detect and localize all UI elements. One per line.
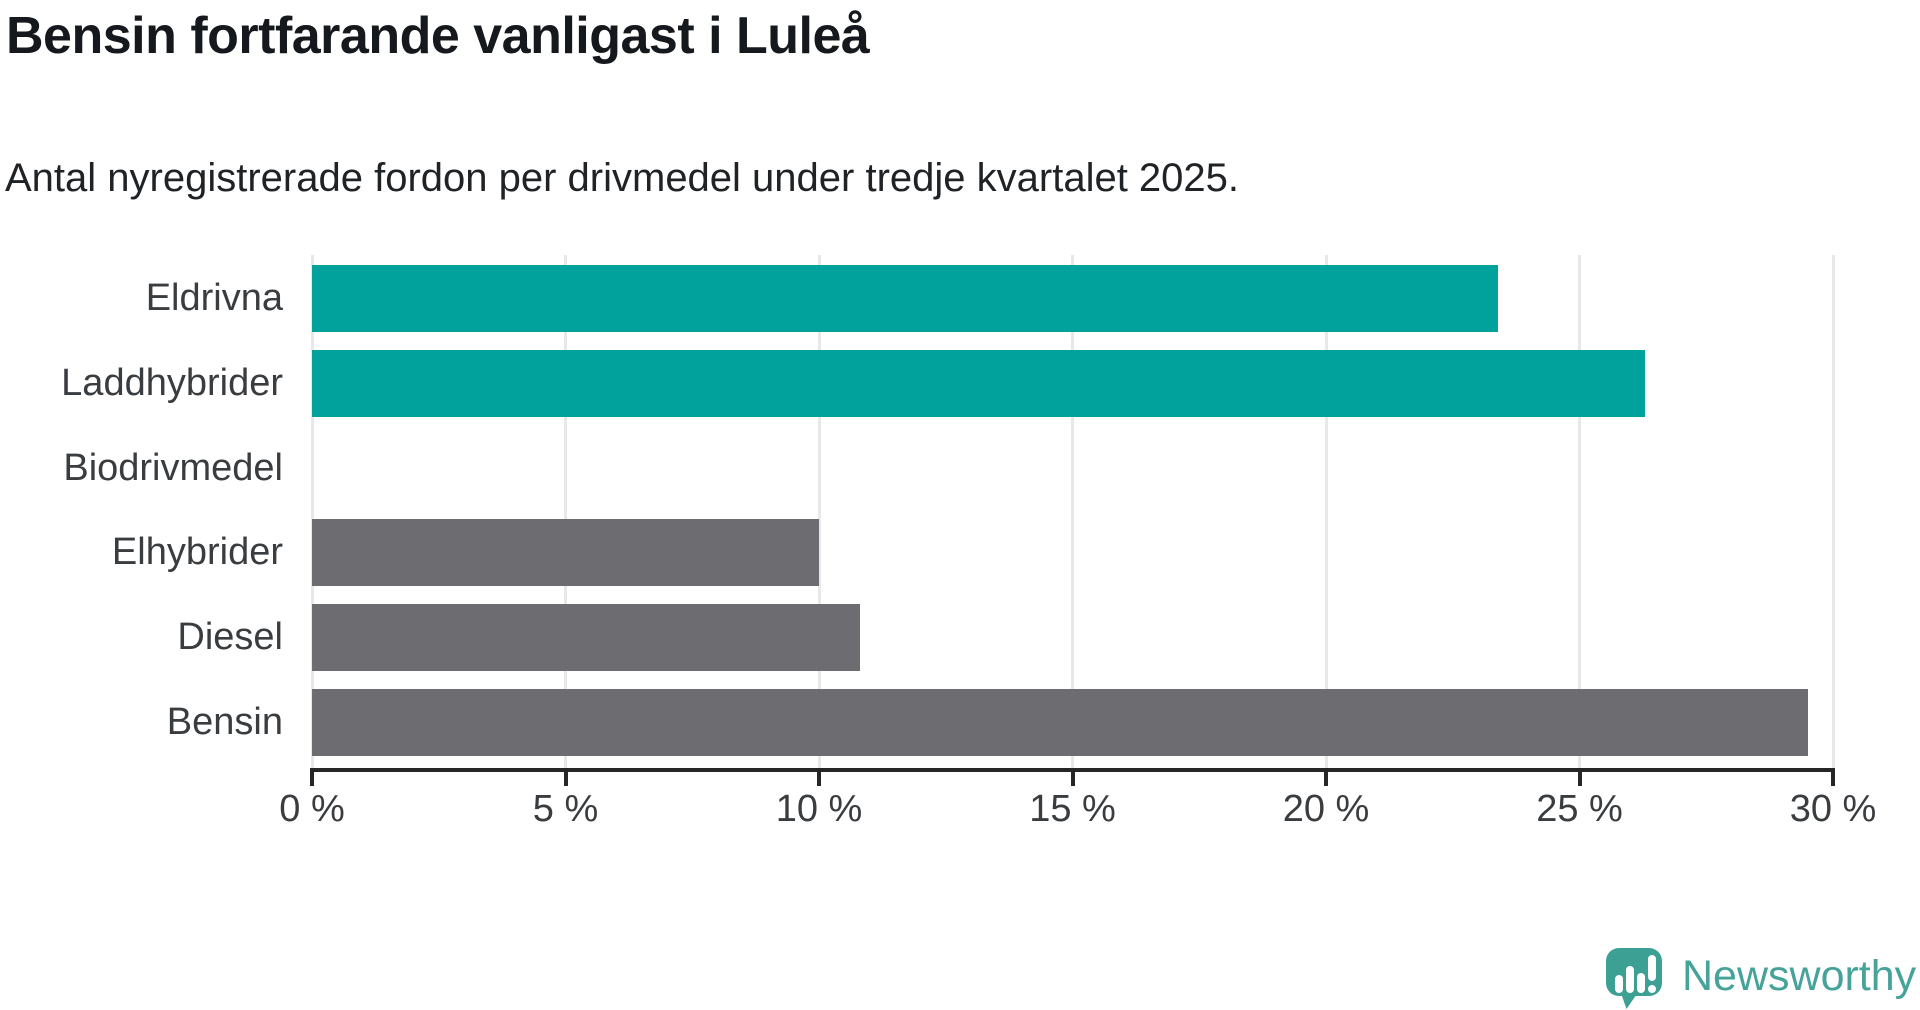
axis-tick-label: 0 % <box>279 788 345 830</box>
newsworthy-logo-text: Newsworthy <box>1682 952 1917 1000</box>
category-label: Bensin <box>166 701 283 743</box>
newsworthy-logo-icon <box>1606 948 1662 1009</box>
gridline <box>1578 255 1581 768</box>
bar-bensin <box>312 689 1808 756</box>
axis-tick <box>310 772 314 786</box>
axis-tick <box>1324 772 1328 786</box>
bar-elhybrider <box>312 519 819 587</box>
gridline <box>1324 255 1328 768</box>
axis-tick-label: 5 % <box>532 788 599 830</box>
bar-laddhybrider <box>312 349 1646 417</box>
axis-tick-label: 25 % <box>1536 788 1623 830</box>
axis-tick-label: 20 % <box>1282 788 1370 830</box>
axis-tick-label: 10 % <box>775 788 863 830</box>
axis-tick <box>1070 772 1075 786</box>
axis-tick-label: 15 % <box>1029 788 1116 830</box>
category-label: Biodrivmedel <box>63 446 283 489</box>
axis-tick <box>1831 772 1835 786</box>
gridline <box>310 255 314 768</box>
bar-eldrivna <box>312 265 1499 332</box>
axis-tick <box>1577 772 1582 786</box>
category-label: Diesel <box>177 616 283 659</box>
category-label: Elhybrider <box>111 531 283 574</box>
axis-tick-label: 30 % <box>1789 788 1877 830</box>
axis-tick <box>563 772 568 786</box>
bar-diesel <box>312 604 860 672</box>
gridline <box>564 255 567 768</box>
chart-subtitle: Antal nyregistrerade fordon per drivmede… <box>5 156 1240 200</box>
gridline <box>817 255 821 768</box>
chart-title: Bensin fortfarande vanligast i Luleå <box>6 7 870 65</box>
category-label: Eldrivna <box>145 277 283 319</box>
newsworthy-logo: Newsworthy <box>1606 948 1916 1010</box>
category-label: Laddhybrider <box>61 361 283 404</box>
gridline <box>1071 255 1074 768</box>
axis-tick <box>817 772 821 786</box>
gridline <box>1831 255 1835 768</box>
x-axis-line <box>310 768 1835 772</box>
